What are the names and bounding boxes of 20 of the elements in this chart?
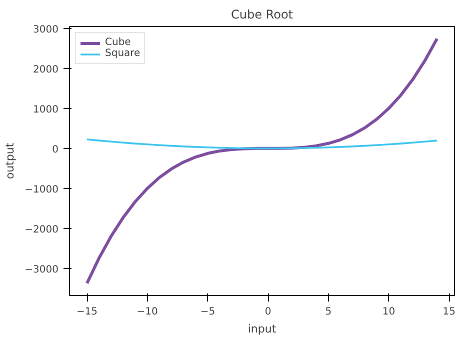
x-tick-label: −5 (200, 306, 216, 318)
y-tick-label: −3000 (24, 264, 58, 276)
x-tick-label: 10 (382, 306, 396, 318)
chart-title: Cube Root (231, 8, 294, 22)
legend-label: Cube (105, 37, 131, 48)
x-tick-label: 5 (325, 306, 332, 318)
y-tick-label: −2000 (24, 224, 58, 236)
y-tick-label: −1000 (24, 184, 58, 196)
y-tick-label: 1000 (33, 104, 59, 116)
x-axis-title: input (248, 322, 277, 336)
y-tick-label: 2000 (33, 64, 59, 76)
y-tick-label: 0 (52, 144, 59, 156)
x-tick-label: −15 (76, 306, 98, 318)
y-axis-title: output (4, 142, 17, 180)
legend-label: Square (105, 48, 140, 59)
line-series (86, 138, 438, 150)
x-tick-label: 15 (442, 306, 456, 318)
y-tick-label: 3000 (33, 24, 59, 36)
x-tick-label: −10 (136, 306, 158, 318)
x-tick-label: 0 (264, 306, 272, 318)
